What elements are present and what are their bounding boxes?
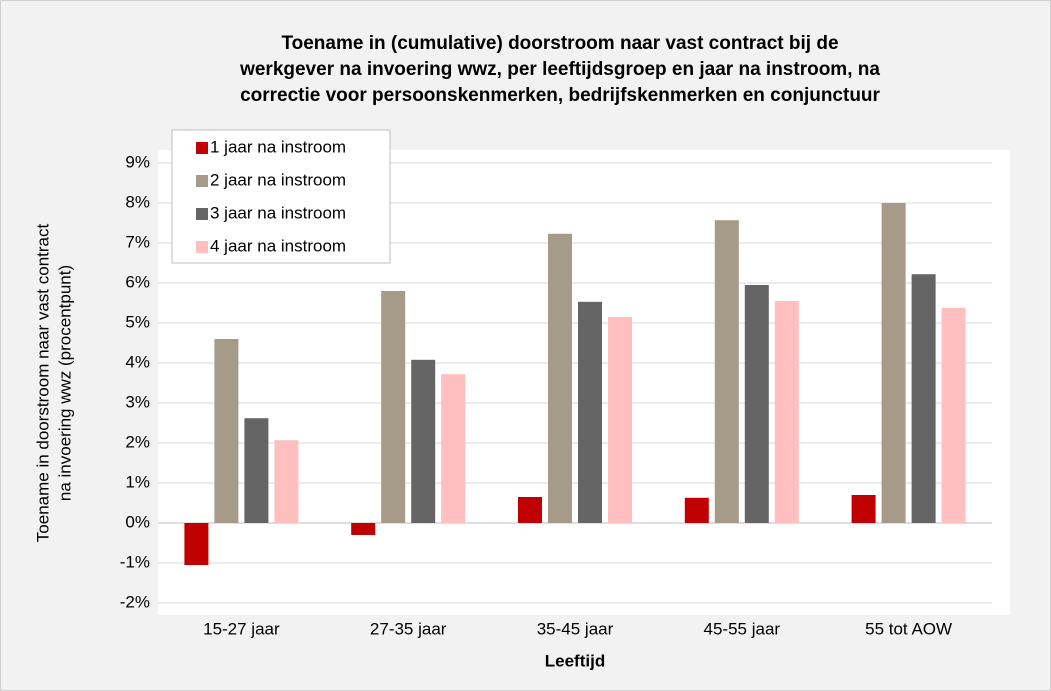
bar bbox=[941, 307, 966, 523]
x-axis-label: Leeftijd bbox=[545, 651, 605, 670]
legend-label: 2 jaar na instroom bbox=[210, 170, 346, 189]
y-tick-label: 4% bbox=[125, 352, 150, 371]
y-tick-label: 0% bbox=[125, 512, 150, 531]
x-tick-label: 45-55 jaar bbox=[704, 619, 781, 638]
legend-swatch bbox=[196, 208, 208, 220]
bar bbox=[214, 339, 239, 523]
bar bbox=[851, 495, 876, 523]
bar bbox=[608, 317, 632, 523]
bar bbox=[881, 203, 906, 523]
chart-title: correctie voor persoonskenmerken, bedrij… bbox=[240, 85, 880, 106]
x-tick-label: 35-45 jaar bbox=[537, 619, 614, 638]
bar bbox=[518, 497, 542, 523]
legend-label: 3 jaar na instroom bbox=[210, 203, 346, 222]
bar bbox=[911, 274, 936, 523]
x-tick-label: 15-27 jaar bbox=[203, 619, 280, 638]
bar bbox=[351, 523, 376, 535]
legend-swatch bbox=[196, 142, 208, 154]
bar bbox=[714, 220, 739, 523]
bar bbox=[548, 233, 572, 524]
y-tick-label: -1% bbox=[120, 552, 150, 571]
legend-swatch bbox=[196, 241, 208, 253]
legend-box bbox=[171, 129, 391, 264]
chart-title: werkgever na invoering wwz, per leeftijd… bbox=[239, 59, 880, 80]
legend-label: 1 jaar na instroom bbox=[210, 137, 346, 156]
x-tick-label: 55 tot AOW bbox=[865, 619, 952, 638]
y-tick-label: 9% bbox=[125, 152, 150, 171]
bar bbox=[684, 497, 709, 523]
bar bbox=[578, 301, 602, 523]
y-tick-label: 2% bbox=[125, 432, 150, 451]
bar bbox=[744, 285, 769, 523]
y-axis-label: Toename in doorstroom naar vast contract bbox=[33, 224, 52, 543]
bar bbox=[274, 440, 299, 523]
bar bbox=[774, 301, 799, 523]
bar bbox=[244, 418, 269, 523]
bar bbox=[411, 359, 436, 523]
y-tick-label: 7% bbox=[125, 232, 150, 251]
chart-title: Toename in (cumulative) doorstroom naar … bbox=[281, 33, 838, 54]
y-tick-label: -2% bbox=[120, 592, 150, 611]
legend-label: 4 jaar na instroom bbox=[210, 236, 346, 255]
y-tick-label: 1% bbox=[125, 472, 150, 491]
y-tick-label: 8% bbox=[125, 192, 150, 211]
bar bbox=[381, 291, 406, 523]
legend-swatch bbox=[196, 175, 208, 187]
y-tick-label: 6% bbox=[125, 272, 150, 291]
bar bbox=[184, 523, 209, 565]
y-tick-label: 3% bbox=[125, 392, 150, 411]
bar bbox=[441, 374, 466, 523]
y-axis-label: na invoering wwz (procentpunt) bbox=[55, 265, 74, 501]
x-tick-label: 27-35 jaar bbox=[370, 619, 447, 638]
y-tick-label: 5% bbox=[125, 312, 150, 331]
